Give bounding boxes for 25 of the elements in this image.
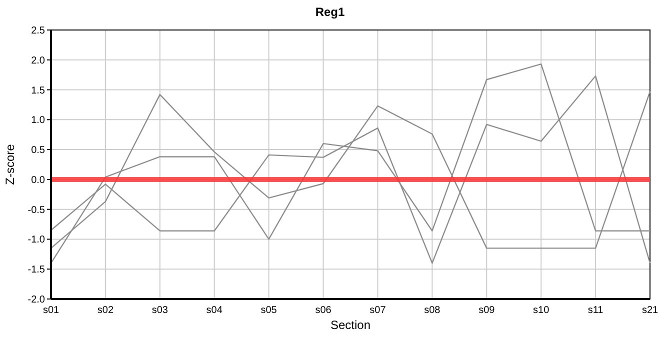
x-tick-label: s05	[260, 305, 278, 316]
chart-title: Reg1	[315, 5, 345, 19]
y-tick-label: -2.0	[28, 294, 46, 306]
x-tick-label: s04	[206, 305, 223, 316]
x-tick-label: s08	[424, 305, 441, 316]
y-tick-label: 0.0	[31, 174, 46, 186]
x-tick-label: s06	[315, 305, 332, 316]
x-tick-label: s02	[97, 305, 114, 316]
y-tick-label: 0.5	[31, 145, 46, 156]
y-tick-label: 2.0	[31, 55, 46, 66]
y-tick-label: -1.5	[28, 264, 46, 276]
x-tick-label: s11	[588, 305, 604, 316]
y-tick-label: 1.5	[31, 85, 46, 96]
x-axis-title: Section	[330, 318, 371, 332]
x-tick-label: s21	[642, 305, 658, 316]
y-axis-title: Z-score	[3, 144, 17, 185]
y-tick-label: 1.0	[31, 115, 46, 126]
x-tick-label: s03	[152, 305, 168, 316]
x-tick-label: s10	[533, 305, 550, 316]
x-tick-label: s01	[42, 305, 60, 316]
y-tick-label: 2.5	[31, 26, 46, 36]
y-tick-label: -1.0	[28, 234, 46, 246]
x-tick-label: s09	[478, 305, 496, 316]
y-tick-label: -0.5	[28, 204, 46, 216]
x-tick-label: s07	[370, 305, 386, 316]
